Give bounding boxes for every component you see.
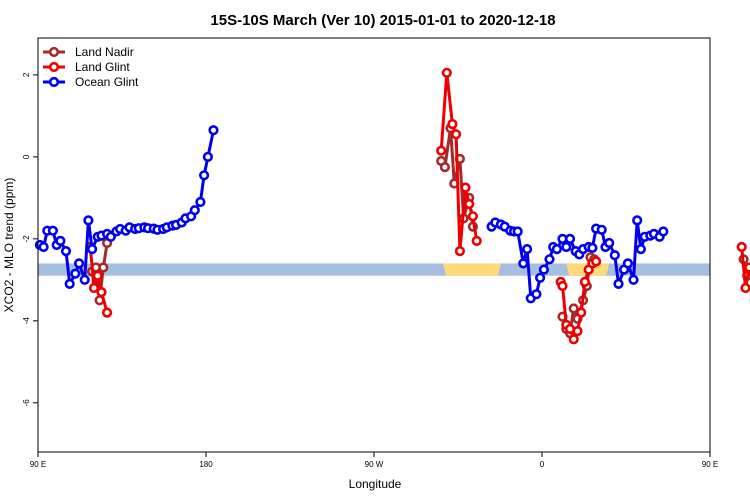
- ocean-glint-point: [635, 244, 647, 255]
- y-tick-label: 0: [22, 154, 31, 159]
- land-glint-point: [467, 211, 479, 222]
- land-band-segment: [443, 263, 501, 276]
- land-glint-point: [88, 282, 100, 294]
- land-glint-point: [557, 280, 568, 292]
- land-glint-point: [568, 334, 579, 345]
- legend-item-land-nadir: Land Nadir: [43, 45, 134, 59]
- ocean-glint-point: [551, 244, 563, 255]
- x-axis-label: Longitude: [349, 477, 402, 491]
- ocean-glint-point: [544, 254, 555, 265]
- land-glint-point: [590, 256, 602, 267]
- land-glint-point: [576, 307, 587, 318]
- ocean-band: [38, 263, 710, 276]
- legend-label: Ocean Glint: [75, 75, 139, 89]
- y-tick-label: -2: [22, 235, 31, 243]
- ocean-glint-point: [658, 226, 669, 237]
- ocean-glint-point: [531, 289, 542, 300]
- ocean-glint-point: [561, 241, 572, 253]
- ocean-glint-point: [512, 226, 523, 237]
- x-tick-label: 90 E: [702, 460, 718, 469]
- ocean-glint-point: [195, 196, 206, 208]
- ocean-glint-point: [47, 225, 59, 236]
- ocean-glint-point: [564, 233, 576, 244]
- ocean-glint-point: [73, 258, 85, 269]
- ocean-glint-point: [609, 250, 620, 261]
- land-glint-point: [464, 198, 475, 210]
- x-axis: 90 E 180 90 W 0 90 E: [30, 452, 718, 469]
- legend-label: Land Glint: [75, 60, 130, 74]
- land-glint-point: [451, 129, 462, 140]
- legend-marker: [48, 46, 60, 58]
- ocean-glint-line: [39, 129, 215, 286]
- y-tick-label: -6: [22, 399, 31, 407]
- ocean-glint-point: [70, 268, 81, 279]
- ocean-glint-point: [64, 278, 75, 290]
- ocean-glint-point: [208, 125, 219, 136]
- ocean-glint-point: [60, 246, 72, 257]
- land-glint-point: [454, 246, 466, 257]
- ocean-glint-point: [79, 274, 90, 285]
- land-glint-point: [92, 270, 103, 281]
- x-tick-label: 90 W: [365, 460, 384, 469]
- series-ocean-glint: [34, 125, 669, 304]
- ocean-glint-point: [86, 244, 98, 255]
- land-glint-point: [436, 145, 447, 156]
- land-glint-point: [96, 287, 107, 298]
- ocean-glint-point: [613, 278, 624, 290]
- land-glint-point: [744, 262, 750, 273]
- y-tick-label: 2: [22, 72, 31, 77]
- legend-item-ocean-glint: Ocean Glint: [43, 75, 139, 89]
- land-glint-point: [736, 241, 747, 253]
- land-glint-point: [460, 182, 471, 193]
- land-nadir-point: [439, 162, 451, 173]
- series-layer: [34, 67, 750, 345]
- ocean-glint-point: [534, 272, 546, 283]
- land-glint-point: [101, 307, 113, 318]
- land-nadir-point: [98, 262, 109, 273]
- y-axis-label: XCO2 - MLO trend (ppm): [2, 178, 16, 313]
- ocean-glint-point: [596, 224, 607, 235]
- land-glint-point: [441, 67, 452, 78]
- y-axis: 2 0 -2 -4 -6: [22, 72, 38, 406]
- legend-marker: [48, 61, 60, 73]
- ocean-glint-point: [521, 244, 533, 255]
- land-glint-point: [740, 282, 750, 294]
- land-ocean-band: [38, 263, 710, 276]
- series-land-glint: [85, 67, 750, 345]
- ocean-glint-point: [587, 242, 598, 253]
- ocean-glint-point: [189, 205, 200, 216]
- x-tick-label: 0: [540, 460, 545, 469]
- land-nadir-point: [568, 303, 579, 314]
- x-tick-label: 180: [199, 460, 213, 469]
- ocean-glint-point: [518, 258, 529, 269]
- x-tick-label: 90 E: [30, 460, 46, 469]
- ocean-glint-point: [38, 241, 49, 253]
- ocean-glint-point: [55, 235, 66, 246]
- ocean-glint-point: [604, 237, 615, 249]
- chart-title: 15S-10S March (Ver 10) 2015-01-01 to 202…: [210, 12, 555, 29]
- legend-label: Land Nadir: [75, 45, 134, 59]
- ocean-glint-point: [622, 258, 634, 269]
- land-glint-point: [579, 276, 591, 288]
- ocean-glint-point: [202, 151, 213, 162]
- land-glint-point: [572, 326, 583, 337]
- ocean-glint-point: [538, 264, 550, 275]
- legend-marker: [48, 76, 60, 88]
- ocean-glint-point: [632, 215, 643, 226]
- ocean-glint-point: [628, 274, 639, 285]
- y-tick-label: -4: [22, 317, 31, 325]
- legend-item-land-glint: Land Glint: [43, 60, 130, 74]
- land-glint-point: [447, 118, 458, 130]
- ocean-glint-point: [199, 170, 210, 181]
- ocean-glint-point: [83, 215, 94, 226]
- land-glint-point: [471, 235, 482, 246]
